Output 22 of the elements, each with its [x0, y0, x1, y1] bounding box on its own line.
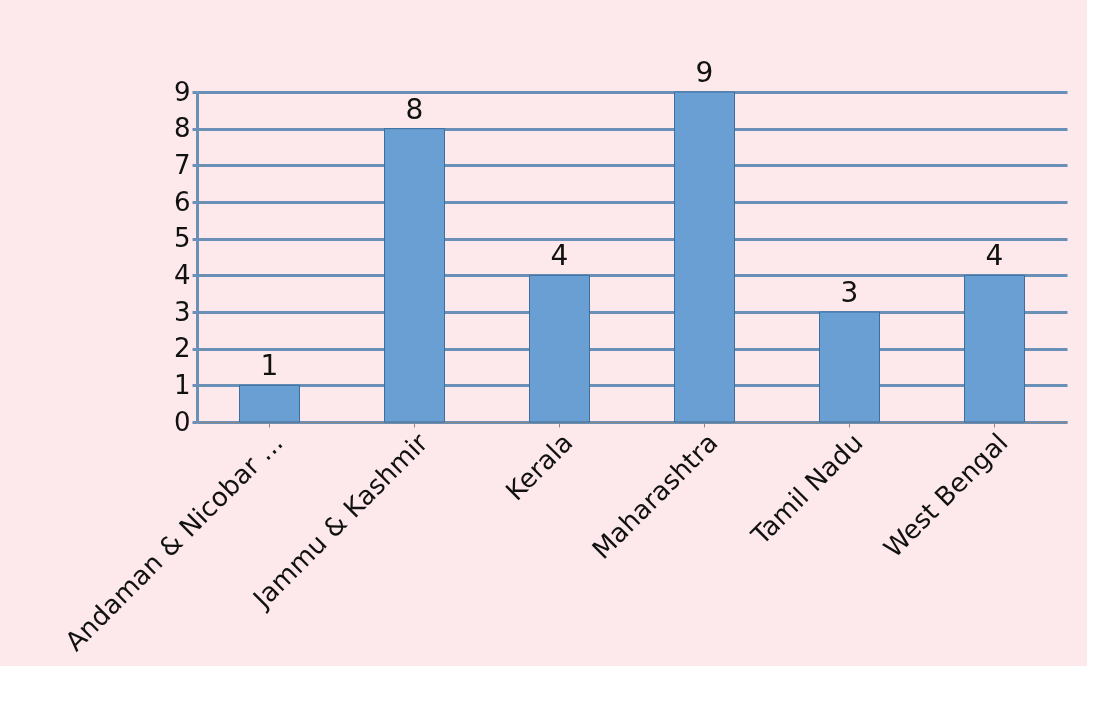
bar	[819, 311, 880, 423]
data-label: 1	[260, 349, 279, 383]
y-tick-label: 4	[173, 259, 191, 290]
data-label: 4	[550, 239, 569, 273]
y-tick-label: 0	[173, 406, 191, 437]
data-label: 8	[405, 92, 424, 126]
y-tick-label: 5	[173, 223, 191, 254]
data-label: 4	[985, 239, 1004, 273]
y-tick-label: 3	[173, 296, 191, 327]
bar	[964, 274, 1025, 423]
data-label: 9	[695, 56, 714, 89]
bar	[529, 274, 590, 423]
bar	[384, 128, 445, 423]
data-label: 3	[840, 276, 859, 309]
y-tick-label: 7	[173, 149, 191, 180]
bar	[239, 384, 300, 423]
y-tick-label: 2	[173, 333, 191, 364]
y-tick-label: 9	[173, 76, 191, 107]
y-tick-label: 8	[173, 113, 191, 144]
bar	[674, 91, 735, 423]
y-tick-label: 1	[173, 369, 191, 400]
y-tick-label: 6	[173, 186, 191, 217]
